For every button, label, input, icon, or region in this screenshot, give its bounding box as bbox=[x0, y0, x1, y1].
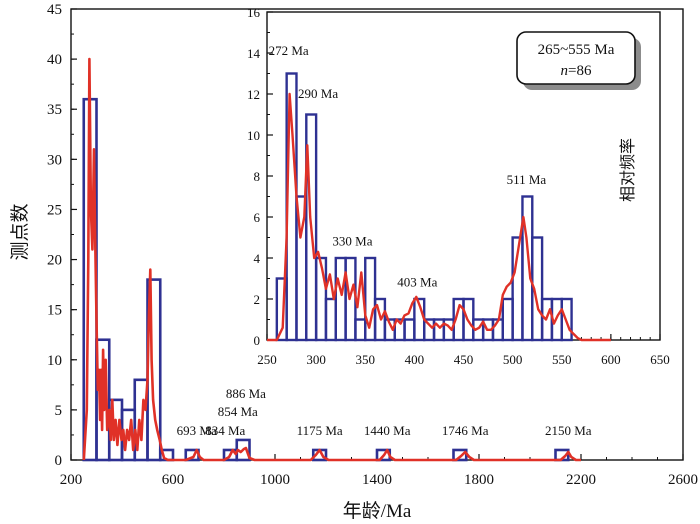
main-peak-label: 1440 Ma bbox=[364, 423, 411, 438]
main-x-tick-label: 1400 bbox=[362, 472, 392, 488]
inset-x-tick-label: 400 bbox=[405, 352, 425, 367]
legend-range: 265~555 Ma bbox=[538, 42, 615, 58]
main-peak-label: 1175 Ma bbox=[297, 423, 343, 438]
main-density-curve bbox=[82, 57, 581, 462]
main-y-tick-label: 0 bbox=[55, 453, 63, 469]
legend-n-symbol: n bbox=[561, 63, 569, 79]
inset-y-tick-label: 8 bbox=[254, 169, 261, 184]
inset-x-tick-label: 350 bbox=[356, 352, 376, 367]
inset-y-tick-label: 14 bbox=[247, 46, 261, 61]
main-y-tick-label: 10 bbox=[47, 353, 62, 369]
main-peak-label: 834 Ma bbox=[205, 423, 245, 438]
inset-y-tick-label: 6 bbox=[254, 210, 261, 225]
inset-bar-520-530 bbox=[531, 236, 544, 342]
main-y-tick-label: 40 bbox=[47, 52, 62, 68]
main-x-tick-label: 1000 bbox=[260, 472, 290, 488]
inset-peak-label: 511 Ma bbox=[507, 172, 547, 187]
inset-y-tick-label: 2 bbox=[254, 292, 261, 307]
main-y-tick-label: 20 bbox=[47, 253, 62, 269]
main-x-tick-label: 200 bbox=[60, 472, 83, 488]
inset-y-tick-label: 0 bbox=[254, 333, 261, 348]
main-y-tick-label: 35 bbox=[47, 102, 62, 118]
inset-peak-label: 330 Ma bbox=[332, 234, 372, 249]
main-x-tick-label: 2200 bbox=[566, 472, 596, 488]
inset-peak-label: 403 Ma bbox=[397, 275, 437, 290]
main-peak-label: 2150 Ma bbox=[545, 423, 592, 438]
main-peak-label: 693 Ma bbox=[177, 423, 217, 438]
inset-legend: 265~555 Ma n=86 bbox=[516, 31, 641, 90]
inset-peak-labels: 272 Ma 290 Ma 330 Ma 403 Ma 511 Ma bbox=[269, 43, 547, 290]
inset-bar-550-560 bbox=[560, 297, 573, 342]
main-y-tick-label: 25 bbox=[47, 202, 62, 218]
main-y-tick-label: 5 bbox=[55, 403, 63, 419]
main-x-tick-label: 2600 bbox=[668, 472, 698, 488]
main-y-ticks: 0 5 10 15 20 25 30 35 40 45 bbox=[47, 2, 77, 469]
inset-x-tick-label: 550 bbox=[552, 352, 572, 367]
main-x-tick-label: 600 bbox=[162, 472, 185, 488]
inset-peak-label: 272 Ma bbox=[269, 43, 309, 58]
inset-y-tick-label: 4 bbox=[254, 251, 261, 266]
inset-y-axis-title: 相对频率 bbox=[619, 138, 637, 202]
main-peak-label: 1746 Ma bbox=[442, 423, 489, 438]
legend-n-value: =86 bbox=[568, 63, 592, 79]
main-y-tick-label: 15 bbox=[47, 303, 62, 319]
inset-x-tick-label: 250 bbox=[257, 352, 277, 367]
legend-count: n=86 bbox=[561, 63, 592, 79]
inset-x-tick-label: 650 bbox=[650, 352, 670, 367]
main-y-tick-label: 45 bbox=[47, 2, 62, 18]
inset-bar-290-300 bbox=[305, 113, 318, 342]
main-peak-label: 886 Ma bbox=[226, 386, 266, 401]
inset-y-tick-label: 10 bbox=[247, 128, 260, 143]
main-x-axis-title: 年龄/Ma bbox=[343, 500, 412, 522]
main-peak-label: 854 Ma bbox=[218, 404, 258, 419]
legend-box bbox=[516, 31, 636, 85]
main-x-tick-label: 1800 bbox=[464, 472, 494, 488]
inset-x-tick-label: 450 bbox=[454, 352, 474, 367]
inset-x-tick-label: 500 bbox=[503, 352, 523, 367]
inset-density-curve bbox=[267, 92, 611, 342]
inset-peak-label: 290 Ma bbox=[298, 86, 338, 101]
inset-x-tick-label: 600 bbox=[601, 352, 621, 367]
main-y-tick-label: 30 bbox=[47, 152, 62, 168]
main-y-axis-title: 测点数 bbox=[9, 203, 31, 260]
inset-y-tick-label: 12 bbox=[247, 87, 260, 102]
inset-y-tick-label: 16 bbox=[247, 5, 261, 20]
inset-x-tick-label: 300 bbox=[306, 352, 326, 367]
inset-chart: 250 300 350 400 450 500 550 600 650 0 2 4 6 8 10 12 14 1… bbox=[247, 5, 670, 367]
